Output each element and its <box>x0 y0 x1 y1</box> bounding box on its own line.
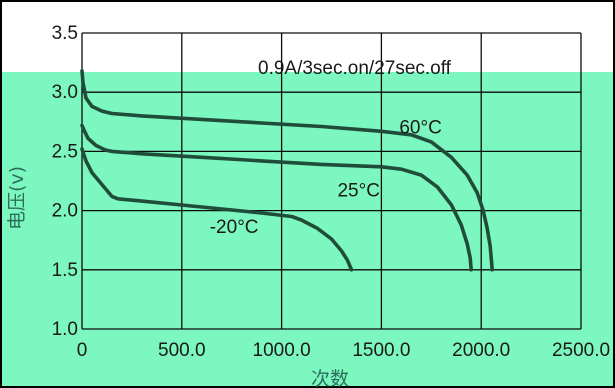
y-tick-label: 1.0 <box>52 319 78 340</box>
x-tick-label: 2500.0 <box>552 340 610 361</box>
series-line-2 <box>80 147 354 272</box>
x-axis-title: 次数 <box>311 368 349 388</box>
x-tick-label: 2000.0 <box>452 340 510 361</box>
grid-layer <box>81 32 582 330</box>
y-tick-label: 2.5 <box>52 141 78 162</box>
y-tick-label: 2.0 <box>52 201 78 222</box>
series-label: 60°C <box>399 118 441 139</box>
text-layer: 0.9A/3sec.on/27sec.off 次数 电压(v) 0 500.0 10… <box>6 23 610 388</box>
series-line-1 <box>80 123 473 272</box>
series-layer <box>80 69 494 272</box>
series-label: 25°C <box>337 180 379 201</box>
x-tick-label: 0 <box>77 340 88 361</box>
y-tick-label: 3.0 <box>52 82 78 103</box>
test-condition-annotation: 0.9A/3sec.on/27sec.off <box>258 58 452 79</box>
x-tick-label: 1000.0 <box>253 340 311 361</box>
y-axis-title: 电压(v) <box>6 166 28 230</box>
series-label: -20°C <box>210 217 259 238</box>
y-tick-label: 1.5 <box>52 260 78 281</box>
x-tick-label: 1500.0 <box>352 340 410 361</box>
y-tick-label: 3.5 <box>52 23 78 44</box>
series-line-0 <box>80 69 494 272</box>
x-tick-label: 500.0 <box>158 340 206 361</box>
